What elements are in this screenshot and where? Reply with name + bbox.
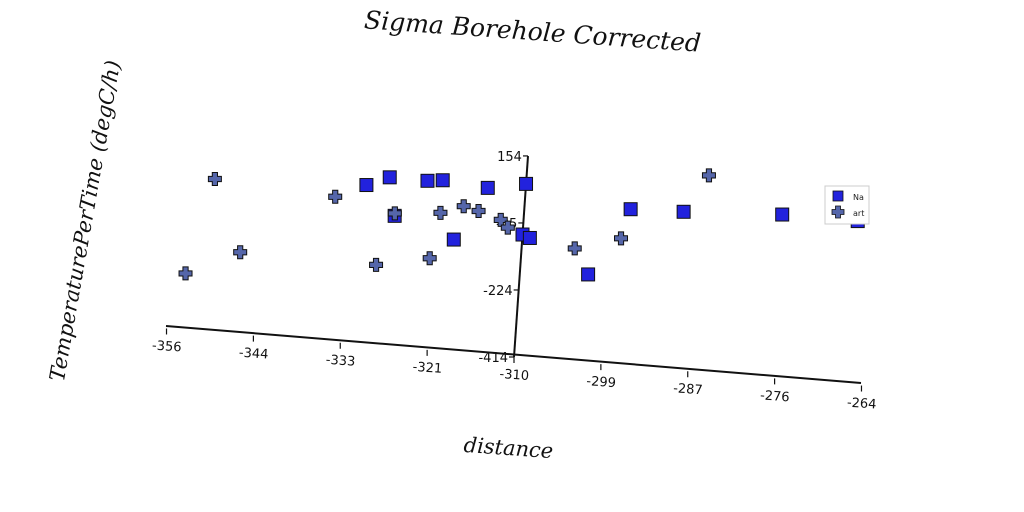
point-art: [567, 241, 582, 256]
point-na: [359, 178, 374, 193]
point-art: [178, 266, 193, 281]
marks-layer: [178, 168, 865, 282]
x-tick-label: -344: [238, 346, 268, 363]
x-tick-label: -299: [586, 374, 616, 391]
point-art: [614, 231, 629, 246]
chart-title: Sigma Borehole Corrected: [363, 5, 702, 57]
point-art: [422, 251, 437, 266]
y-tick-label: -414: [478, 351, 508, 366]
legend: Na art: [824, 185, 870, 225]
legend-marker-na: [832, 190, 844, 202]
point-na: [446, 232, 461, 247]
point-na: [775, 207, 790, 222]
x-tick-label: -356: [152, 338, 182, 355]
point-na: [522, 230, 537, 245]
point-art: [369, 257, 384, 272]
point-art: [207, 172, 222, 187]
point-art: [328, 189, 343, 204]
y-tick-label: 154: [497, 150, 522, 165]
point-art: [500, 220, 515, 235]
point-art: [456, 199, 471, 214]
point-na: [623, 202, 638, 217]
x-tick-label: -287: [673, 381, 703, 398]
point-na: [382, 170, 397, 185]
legend-label-na: Na: [853, 193, 864, 202]
point-na: [480, 180, 495, 195]
x-tick-label: -276: [760, 388, 790, 405]
point-na: [581, 267, 596, 282]
legend-frame: [824, 185, 870, 225]
point-na: [420, 173, 435, 188]
point-art: [701, 168, 716, 183]
x-axis-title: distance: [463, 433, 554, 463]
point-art: [387, 206, 402, 221]
legend-marker-art: [831, 205, 845, 219]
x-tick-label: -310: [499, 367, 529, 384]
point-art: [433, 205, 448, 220]
point-na: [519, 176, 534, 191]
x-tick-label: -321: [412, 360, 442, 377]
legend-label-art: art: [853, 209, 864, 218]
y-tick-label: -224: [483, 284, 513, 299]
y-axis-title: TemperaturePerTime (degC/h): [45, 59, 125, 384]
x-tick-label: -264: [846, 396, 876, 413]
ticks-layer: -356 -344 -333 -321 -310 -299 -287 -276 -264 154 -…: [152, 150, 877, 413]
point-na: [435, 173, 450, 188]
point-art: [471, 203, 486, 218]
point-na: [676, 204, 691, 219]
x-tick-label: -333: [325, 353, 355, 370]
point-art: [233, 245, 248, 260]
